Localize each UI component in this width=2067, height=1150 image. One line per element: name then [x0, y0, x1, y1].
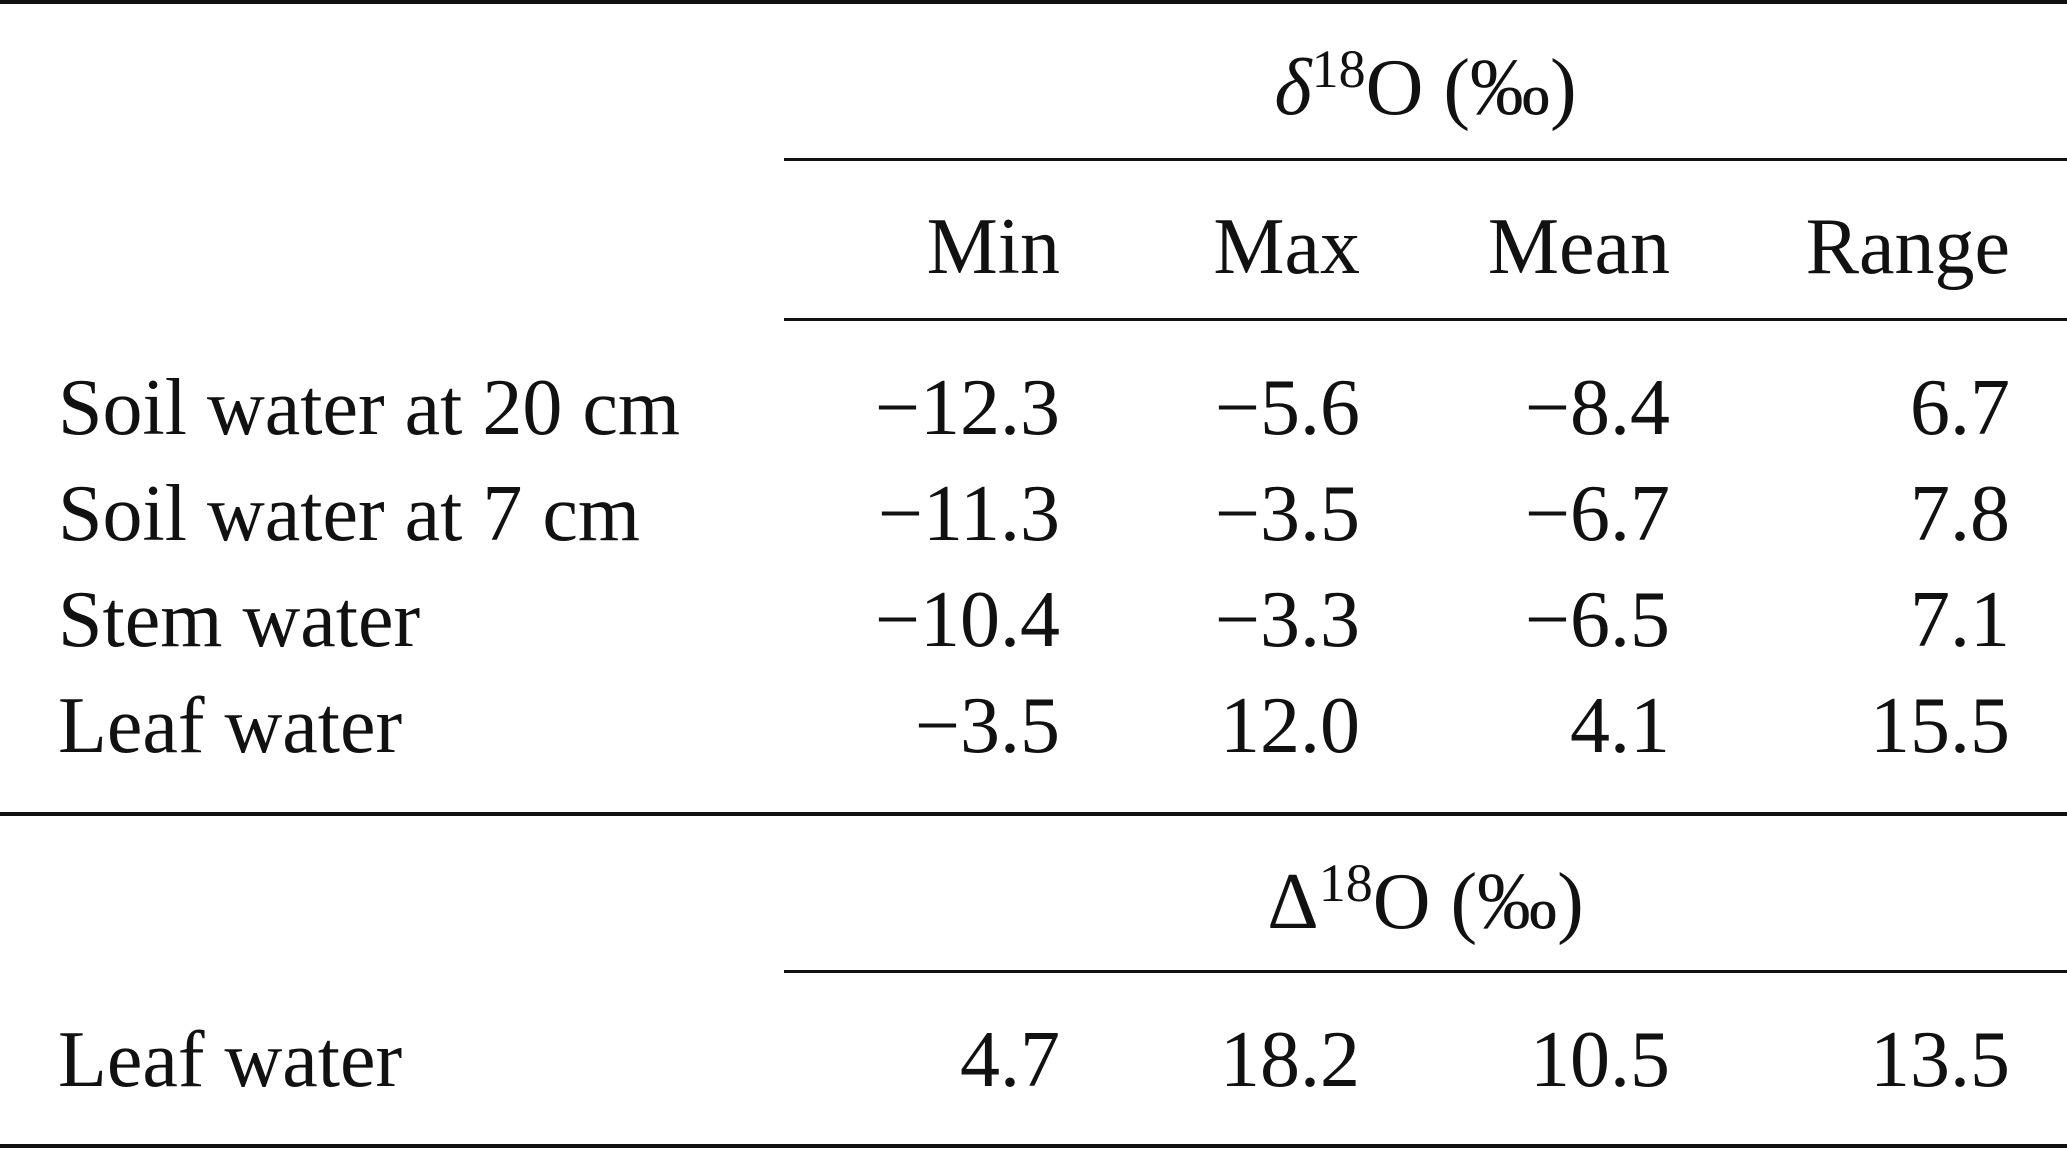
top-rule — [0, 0, 2067, 4]
row-label-soil-20cm: Soil water at 20 cm — [58, 364, 681, 452]
capital-delta-suffix: O (‰) — [1372, 858, 1584, 946]
column-header-range: Range — [1805, 203, 2010, 291]
column-header-min: Min — [926, 203, 1060, 291]
cell-max: −3.5 — [1214, 470, 1360, 558]
group-header-capital-delta: Δ18O (‰) — [784, 856, 2067, 942]
cell-max: −5.6 — [1214, 364, 1360, 452]
row-label-leaf-water-2: Leaf water — [58, 1016, 403, 1104]
column-header-max: Max — [1213, 203, 1360, 291]
cell-min: 4.7 — [960, 1016, 1060, 1104]
cell-max: −3.3 — [1214, 576, 1360, 664]
capital-delta-superscript: 18 — [1318, 853, 1373, 913]
cell-max: 18.2 — [1220, 1016, 1360, 1104]
group-rule-2 — [784, 970, 2067, 973]
row-label-stem-water: Stem water — [58, 576, 421, 664]
bottom-rule — [0, 1144, 2067, 1148]
cell-mean: −8.4 — [1524, 364, 1670, 452]
cell-range: 13.5 — [1870, 1016, 2010, 1104]
cell-mean: −6.5 — [1524, 576, 1670, 664]
header-rule — [784, 318, 2067, 321]
cell-range: 6.7 — [1910, 364, 2010, 452]
cell-min: −3.5 — [914, 682, 1060, 770]
cell-range: 7.8 — [1910, 470, 2010, 558]
group-rule-1 — [784, 158, 2067, 161]
cell-min: −12.3 — [874, 364, 1060, 452]
cell-min: −11.3 — [877, 470, 1060, 558]
cell-range: 15.5 — [1870, 682, 2010, 770]
delta-suffix: O (‰) — [1365, 44, 1577, 132]
cell-mean: 10.5 — [1530, 1016, 1670, 1104]
group-header-delta: δ18O (‰) — [784, 42, 2067, 128]
cell-mean: −6.7 — [1524, 470, 1670, 558]
delta-symbol: δ — [1274, 44, 1312, 132]
capital-delta-symbol: Δ — [1267, 858, 1319, 946]
cell-min: −10.4 — [874, 576, 1060, 664]
cell-mean: 4.1 — [1570, 682, 1670, 770]
delta-superscript: 18 — [1311, 39, 1366, 99]
row-label-leaf-water: Leaf water — [58, 682, 403, 770]
mid-rule — [0, 812, 2067, 816]
column-header-mean: Mean — [1487, 203, 1670, 291]
cell-max: 12.0 — [1220, 682, 1360, 770]
cell-range: 7.1 — [1910, 576, 2010, 664]
row-label-soil-7cm: Soil water at 7 cm — [58, 470, 641, 558]
